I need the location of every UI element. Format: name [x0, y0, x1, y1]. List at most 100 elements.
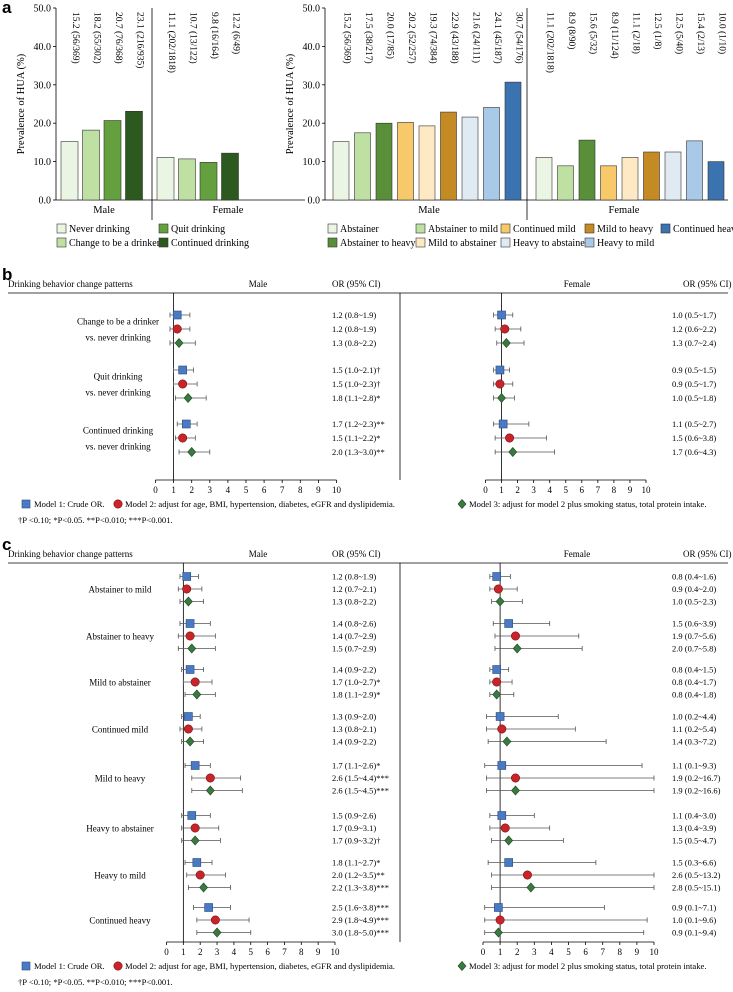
legend-label: Quit drinking	[171, 224, 225, 235]
y-tick-label: 10.0	[34, 157, 52, 168]
legend-marker-model1	[21, 961, 31, 971]
forest-plot-c: Drinking behavior change patterns Male OR …	[8, 549, 732, 987]
or-text-male: 1.3 (0.8~2.2)	[332, 597, 376, 607]
x-tick-label-female: 0	[483, 485, 488, 495]
bar	[461, 116, 479, 201]
x-tick-label-female: 10	[650, 947, 660, 957]
col-header-pattern: Drinking behavior change patterns	[8, 279, 133, 289]
or-text-male: 1.5 (1.0~2.3)†	[332, 379, 381, 389]
x-tick-label-male: 10	[332, 485, 342, 495]
or-point-model2	[183, 724, 193, 734]
x-tick-label-female: 9	[635, 947, 640, 957]
x-tick-label-male: 3	[215, 947, 220, 957]
bar	[375, 122, 393, 201]
or-text-male: 1.4 (0.9~2.2)	[332, 665, 376, 675]
or-text-male: 2.5 (1.6~3.8)***	[332, 903, 389, 913]
panel-label-a: a	[2, 0, 12, 17]
or-point-model3	[192, 689, 202, 700]
row-label: Abstainer to mild	[89, 585, 152, 595]
bar	[125, 110, 143, 201]
x-tick-label-male: 7	[282, 947, 287, 957]
or-point-model3	[174, 338, 184, 348]
footnote: †P <0.10; *P<0.05. **P<0.010; ***P<0.001…	[18, 977, 173, 987]
x-tick-label-female: 10	[642, 485, 652, 495]
or-text-male: 1.7 (0.9~3.1)	[332, 823, 376, 833]
bar	[332, 141, 350, 201]
legend-swatch	[56, 223, 67, 234]
forest-plot-b: Drinking behavior change patterns Male OR …	[8, 279, 732, 525]
or-point-model3	[183, 393, 193, 403]
or-point-model1	[504, 619, 513, 628]
or-text-female: 2.8 (0.5~15.1)	[672, 883, 721, 893]
bar	[621, 157, 639, 201]
x-tick-label-female: 5	[564, 485, 569, 495]
or-text-male: 1.7 (0.9~3.2)†	[332, 836, 381, 846]
or-text-female: 1.5 (0.6~3.8)	[672, 433, 716, 443]
or-text-female: 0.9 (0.5~1.7)	[672, 379, 716, 389]
y-tick-label: 40.0	[34, 42, 52, 53]
legend-label: Mild to heavy	[597, 224, 653, 235]
or-point-model1	[178, 365, 187, 375]
or-text-male: 1.5 (1.1~2.2)*	[332, 433, 381, 443]
x-tick-label-male: 9	[316, 947, 321, 957]
legend-swatch	[158, 223, 169, 234]
or-text-female: 1.1 (0.2~5.4)	[672, 724, 716, 734]
or-point-model1	[182, 572, 192, 581]
or-text-male: 1.3 (0.8~2.2)	[332, 338, 376, 348]
or-point-model1	[185, 665, 195, 674]
x-tick-label-female: 2	[515, 485, 520, 495]
or-text-female: 0.8 (0.4~1.5)	[672, 665, 716, 675]
or-text-male: 3.0 (1.8~5.0)***	[332, 928, 389, 938]
bar-chart-drinking-change: 0.0 10.0 20.0 30.0 40.0 50.0 Prevalence of HUA…	[16, 4, 305, 249]
or-point-model1	[494, 903, 503, 912]
bar-value-label: 15.4 (2/13)	[695, 12, 706, 54]
bar	[600, 165, 617, 201]
or-point-model3	[187, 447, 197, 457]
or-point-model1	[204, 903, 213, 912]
or-point-model2	[190, 677, 200, 687]
legend-model3: Model 3: adjust for model 2 plus smoking…	[469, 499, 707, 509]
or-point-model1	[497, 811, 507, 820]
or-text-female: 0.8 (0.4~1.6)	[672, 572, 716, 582]
col-header-female: Female	[564, 279, 591, 289]
or-point-model3	[508, 447, 518, 457]
legend-marker-model2	[113, 961, 123, 971]
bar-value-label: 23.1 (216/935)	[135, 12, 146, 68]
row-label: Continued drinking	[83, 426, 154, 436]
legend-label: Change to be a drinker	[69, 238, 161, 249]
x-tick-label-female: 7	[596, 485, 601, 495]
col-header-or-male: OR (95% CI)	[332, 279, 381, 289]
legend-model1: Model 1: Crude OR.	[34, 499, 105, 509]
x-tick-label-male: 6	[265, 947, 270, 957]
or-point-model1	[181, 419, 191, 429]
row-label: vs. never drinking	[85, 333, 151, 343]
bar-value-label: 12.5 (1/8)	[652, 12, 663, 49]
legend-label: Continued drinking	[171, 238, 249, 249]
legend-model2: Model 2: adjust for age, BMI, hypertensi…	[125, 499, 395, 509]
bar	[686, 140, 703, 201]
legend-label: Continued heavy	[673, 224, 733, 235]
legend-swatch	[584, 237, 595, 248]
legend-swatch	[660, 223, 671, 234]
y-tick-label: 10.0	[303, 157, 321, 168]
or-text-male: 2.0 (1.2~3.5)**	[332, 870, 385, 880]
x-tick-label-male: 6	[262, 485, 267, 495]
x-tick-label-male: 2	[189, 485, 194, 495]
bar	[178, 158, 196, 201]
or-point-model2	[182, 584, 192, 594]
bar	[504, 81, 522, 201]
or-text-male: 1.3 (0.8~2.1)	[332, 724, 376, 734]
x-tick-label-female: 1	[498, 947, 503, 957]
bar	[397, 122, 414, 201]
x-tick-label-female: 4	[549, 947, 554, 957]
bar-value-label: 19.3 (74/384)	[428, 12, 439, 64]
row-label: Heavy to abstainer	[86, 824, 153, 834]
or-text-male: 1.5 (1.0~2.1)†	[332, 365, 381, 375]
or-point-model3	[502, 736, 512, 747]
or-point-model2	[493, 584, 503, 594]
or-point-model2	[172, 324, 182, 334]
legend-label: Continued mild	[513, 224, 576, 235]
or-text-female: 2.6 (0.5~13.2)	[672, 870, 721, 880]
bar-value-label: 11.1 (202/1818)	[545, 12, 556, 73]
